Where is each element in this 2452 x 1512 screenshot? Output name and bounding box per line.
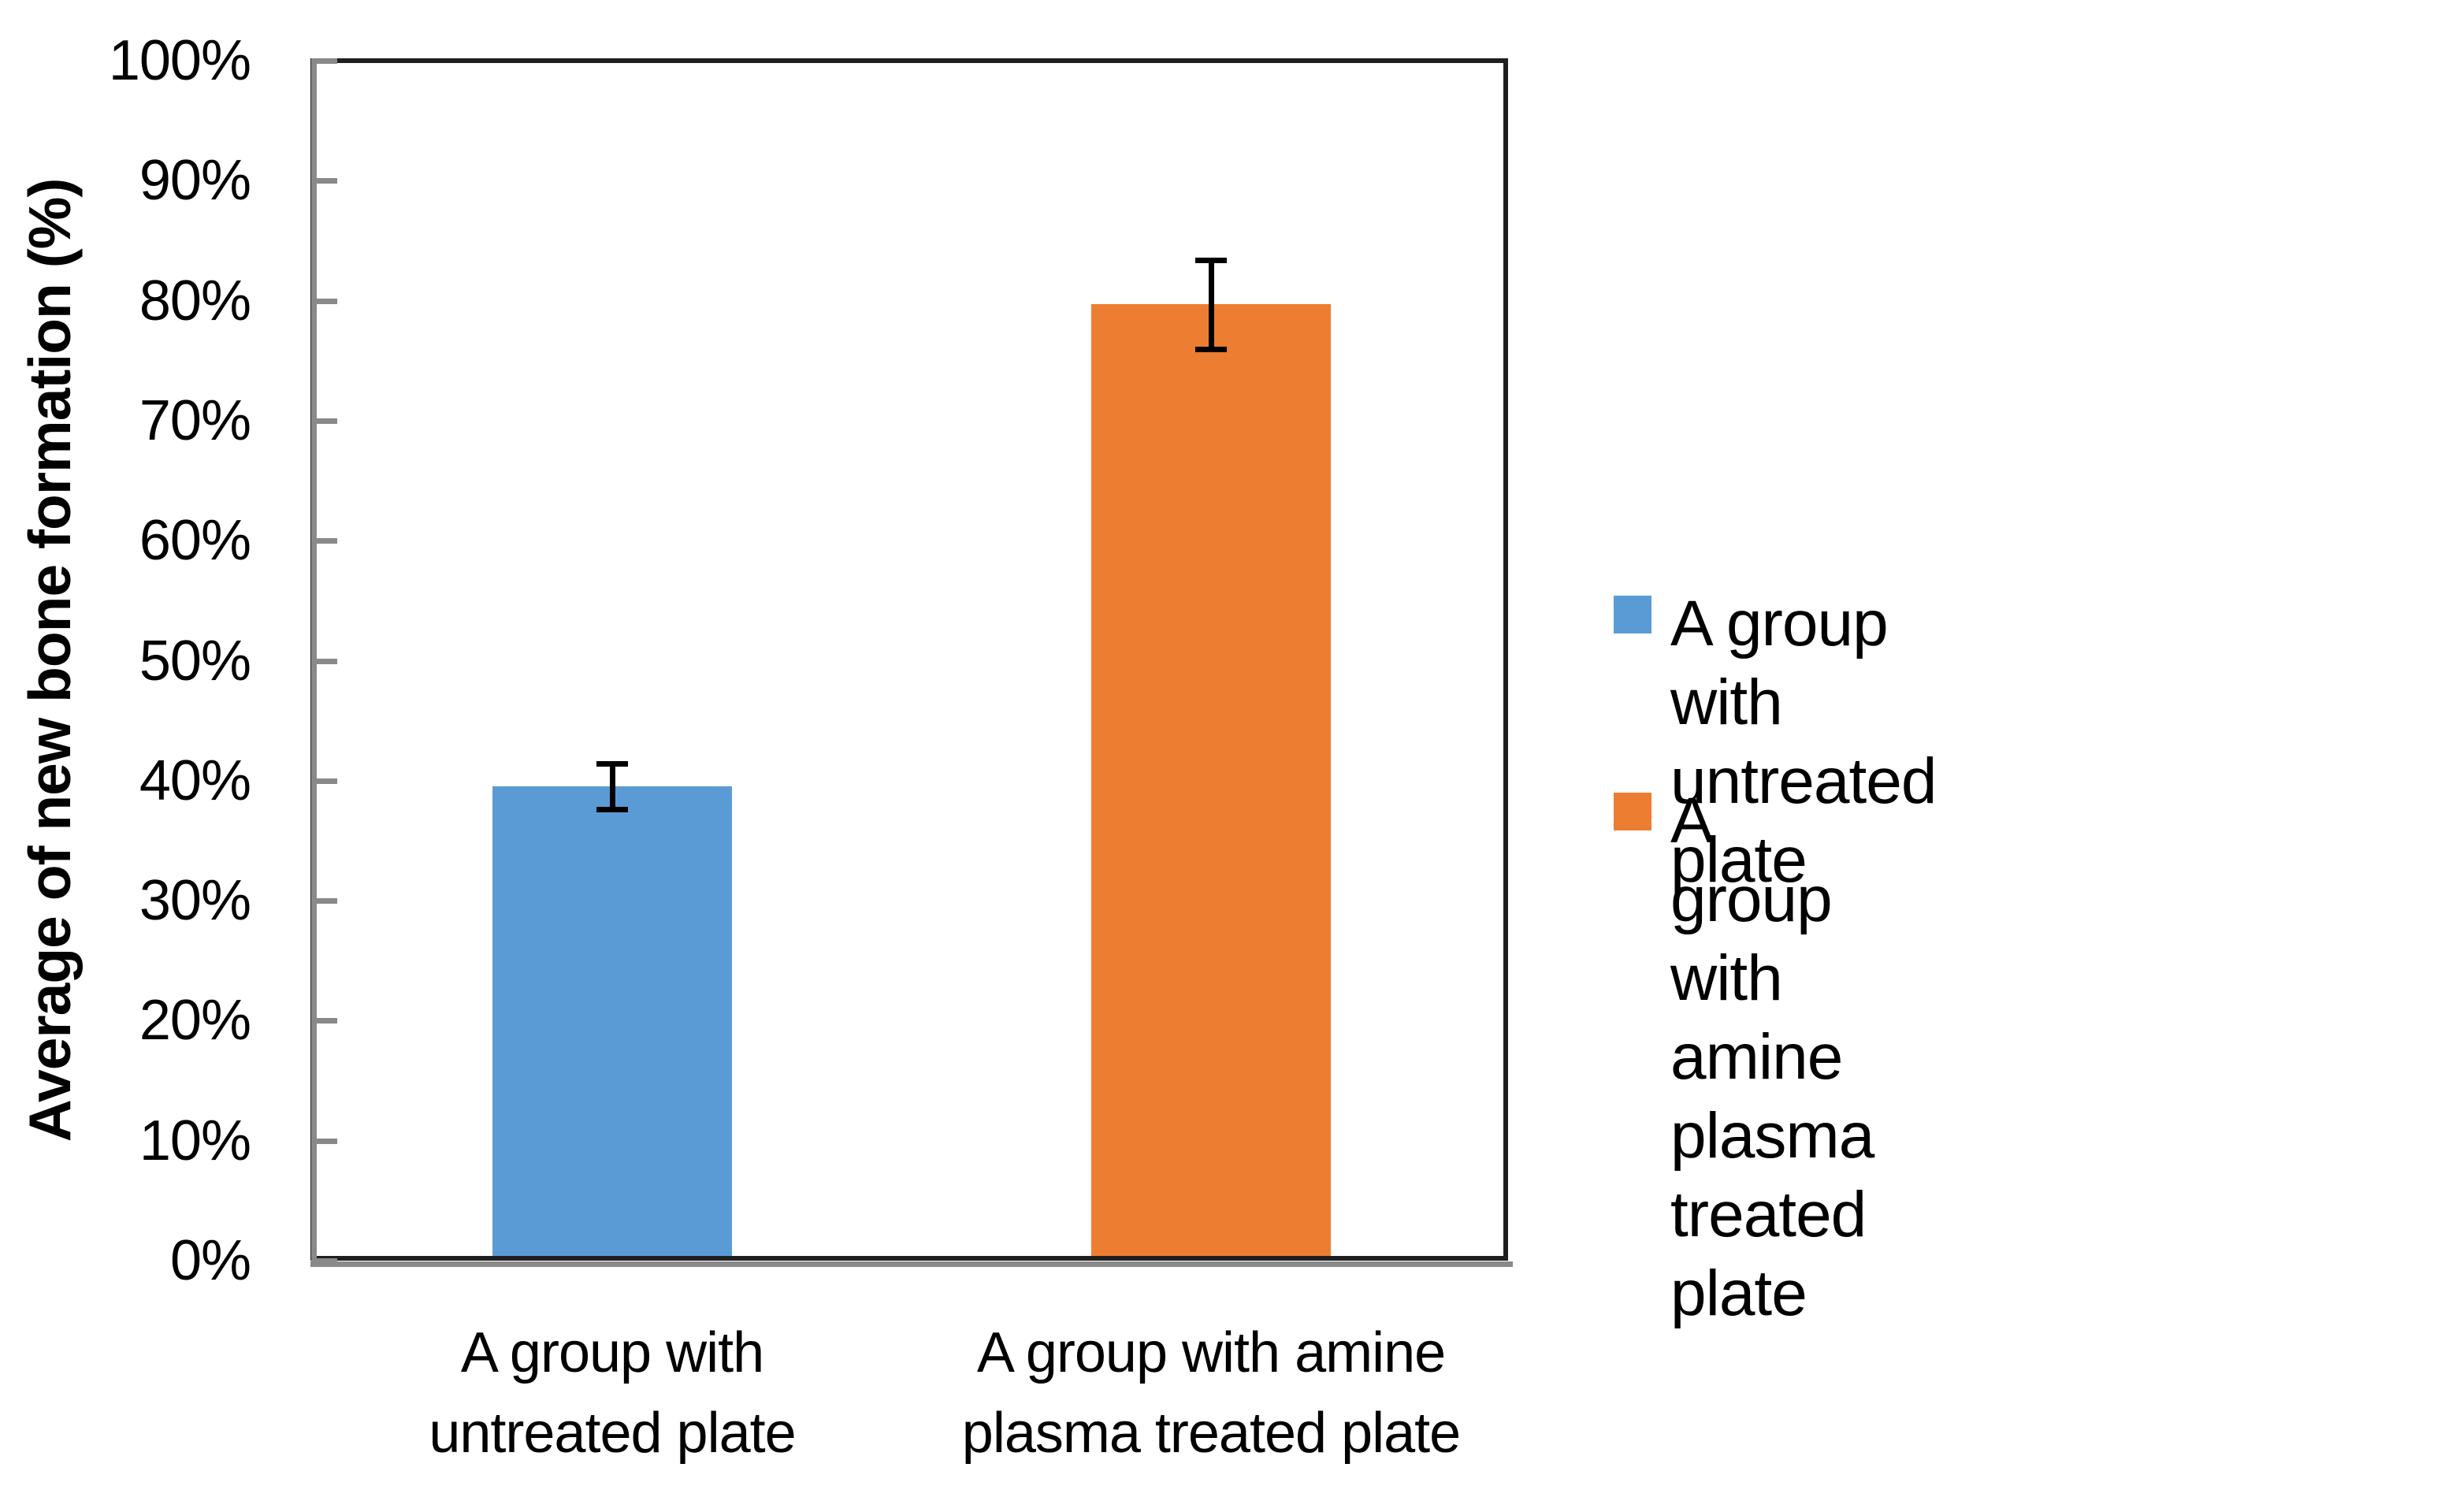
plot-area [310,58,1508,1261]
y-tick-mark [317,1018,337,1024]
y-tick-label: 100% [108,29,251,92]
legend-label: A group with amine plasma treated plate [1670,785,1874,1329]
error-bar-top-cap [596,761,628,767]
y-tick-label: 30% [139,869,251,933]
x-category-label: A group with amine plasma treated plate [961,1321,1461,1465]
x-category-label: A group with untreated plate [429,1321,796,1465]
bar [1091,304,1331,1261]
bar [492,786,732,1261]
y-tick-label: 10% [139,1109,251,1172]
y-tick-mark [317,58,337,64]
y-tick-label: 0% [169,1229,251,1292]
y-tick-label: 40% [139,749,251,812]
legend-label: A group with untreated plate [1670,588,1937,896]
y-tick-mark [317,658,337,664]
y-tick-label: 20% [139,989,251,1053]
error-bar-line [1208,259,1214,349]
legend-swatch [1614,596,1651,633]
y-tick-mark [317,178,337,184]
y-tick-mark [317,538,337,544]
legend-swatch [1614,793,1651,830]
y-tick-label: 60% [139,509,251,573]
error-bar-bottom-cap [1195,346,1227,352]
error-bar-top-cap [1195,257,1227,263]
error-bar-bottom-cap [596,807,628,813]
y-tick-mark [317,298,337,304]
y-tick-mark [317,778,337,784]
y-tick-mark [317,1138,337,1144]
x-axis-line [310,1261,1513,1267]
y-tick-label: 80% [139,269,251,332]
legend-item: A group with amine plasma treated plate [1614,782,1874,1333]
y-tick-mark [317,418,337,424]
y-axis-line [311,58,317,1267]
error-bar-line [609,763,615,810]
y-tick-mark [317,898,337,905]
y-tick-label: 90% [139,149,251,213]
legend-item: A group with untreated plate [1614,585,1937,900]
y-tick-label: 50% [139,629,251,693]
y-tick-label: 70% [139,388,251,452]
y-tick-mark [317,1258,337,1264]
